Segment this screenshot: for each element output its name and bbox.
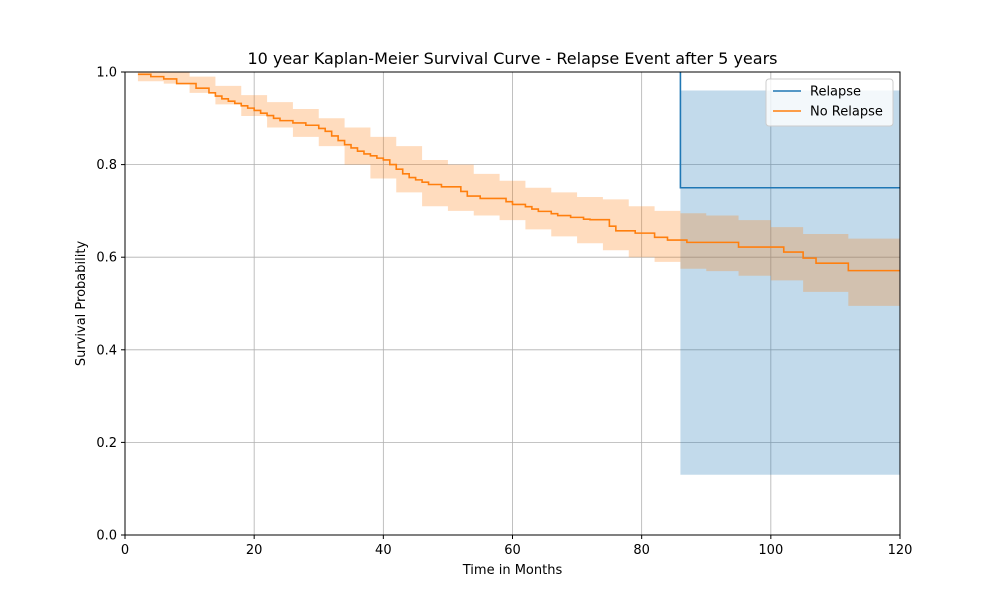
chart-title: 10 year Kaplan-Meier Survival Curve - Re… [248,49,778,68]
x-axis-label: Time in Months [462,563,563,578]
y-tick-label: 0.6 [96,251,117,266]
series-line-relapse [679,72,900,189]
y-tick-label: 0.4 [96,343,117,358]
x-tick-label: 60 [504,543,521,558]
legend-label-no-relapse: No Relapse [810,105,883,120]
x-tick-label: 20 [246,543,263,558]
legend: Relapse No Relapse [765,78,894,127]
ci-band-relapse [680,90,900,475]
x-tick-label: 40 [375,543,392,558]
x-tick-label: 80 [633,543,650,558]
ci-band-no-relapse [137,72,900,306]
legend-label-relapse: Relapse [810,85,861,100]
axis-ticks: 0 20 40 60 80 100 120 0.0 0.2 0.4 0.6 0.8 1.0 [96,66,912,559]
series-lines [137,72,900,272]
y-tick-label: 0.0 [96,529,117,544]
y-tick-label: 0.8 [96,158,117,173]
series-line-no-relapse [137,73,900,272]
confidence-bands [137,72,900,475]
x-tick-label: 100 [758,543,783,558]
y-tick-label: 1.0 [96,66,117,81]
y-axis-label: Survival Probability [74,241,89,367]
x-tick-label: 0 [121,543,129,558]
x-tick-label: 120 [888,543,913,558]
y-tick-label: 0.2 [96,436,117,451]
